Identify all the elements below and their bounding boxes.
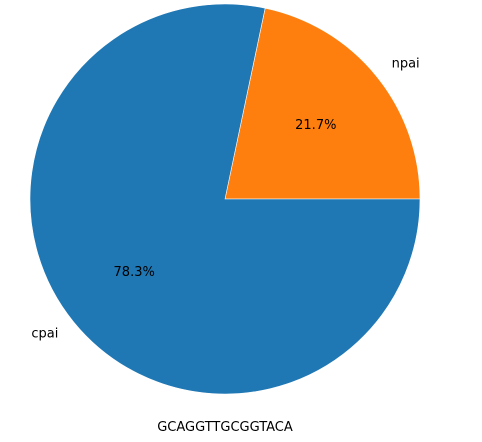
slice-label-cpai: cpai bbox=[31, 327, 58, 342]
pie-labels: npai 21.7% cpai 78.3% bbox=[31, 56, 419, 341]
pie-wedges bbox=[29, 3, 421, 395]
slice-label-npai: npai bbox=[392, 56, 420, 71]
x-axis-label: GCAGGTTGCGGTACA bbox=[157, 420, 293, 435]
slice-percent-npai: 21.7% bbox=[295, 118, 336, 133]
pie-slice-cpai bbox=[29, 3, 421, 395]
pie-slice-npai bbox=[224, 7, 421, 200]
slice-percent-cpai: 78.3% bbox=[114, 265, 155, 280]
